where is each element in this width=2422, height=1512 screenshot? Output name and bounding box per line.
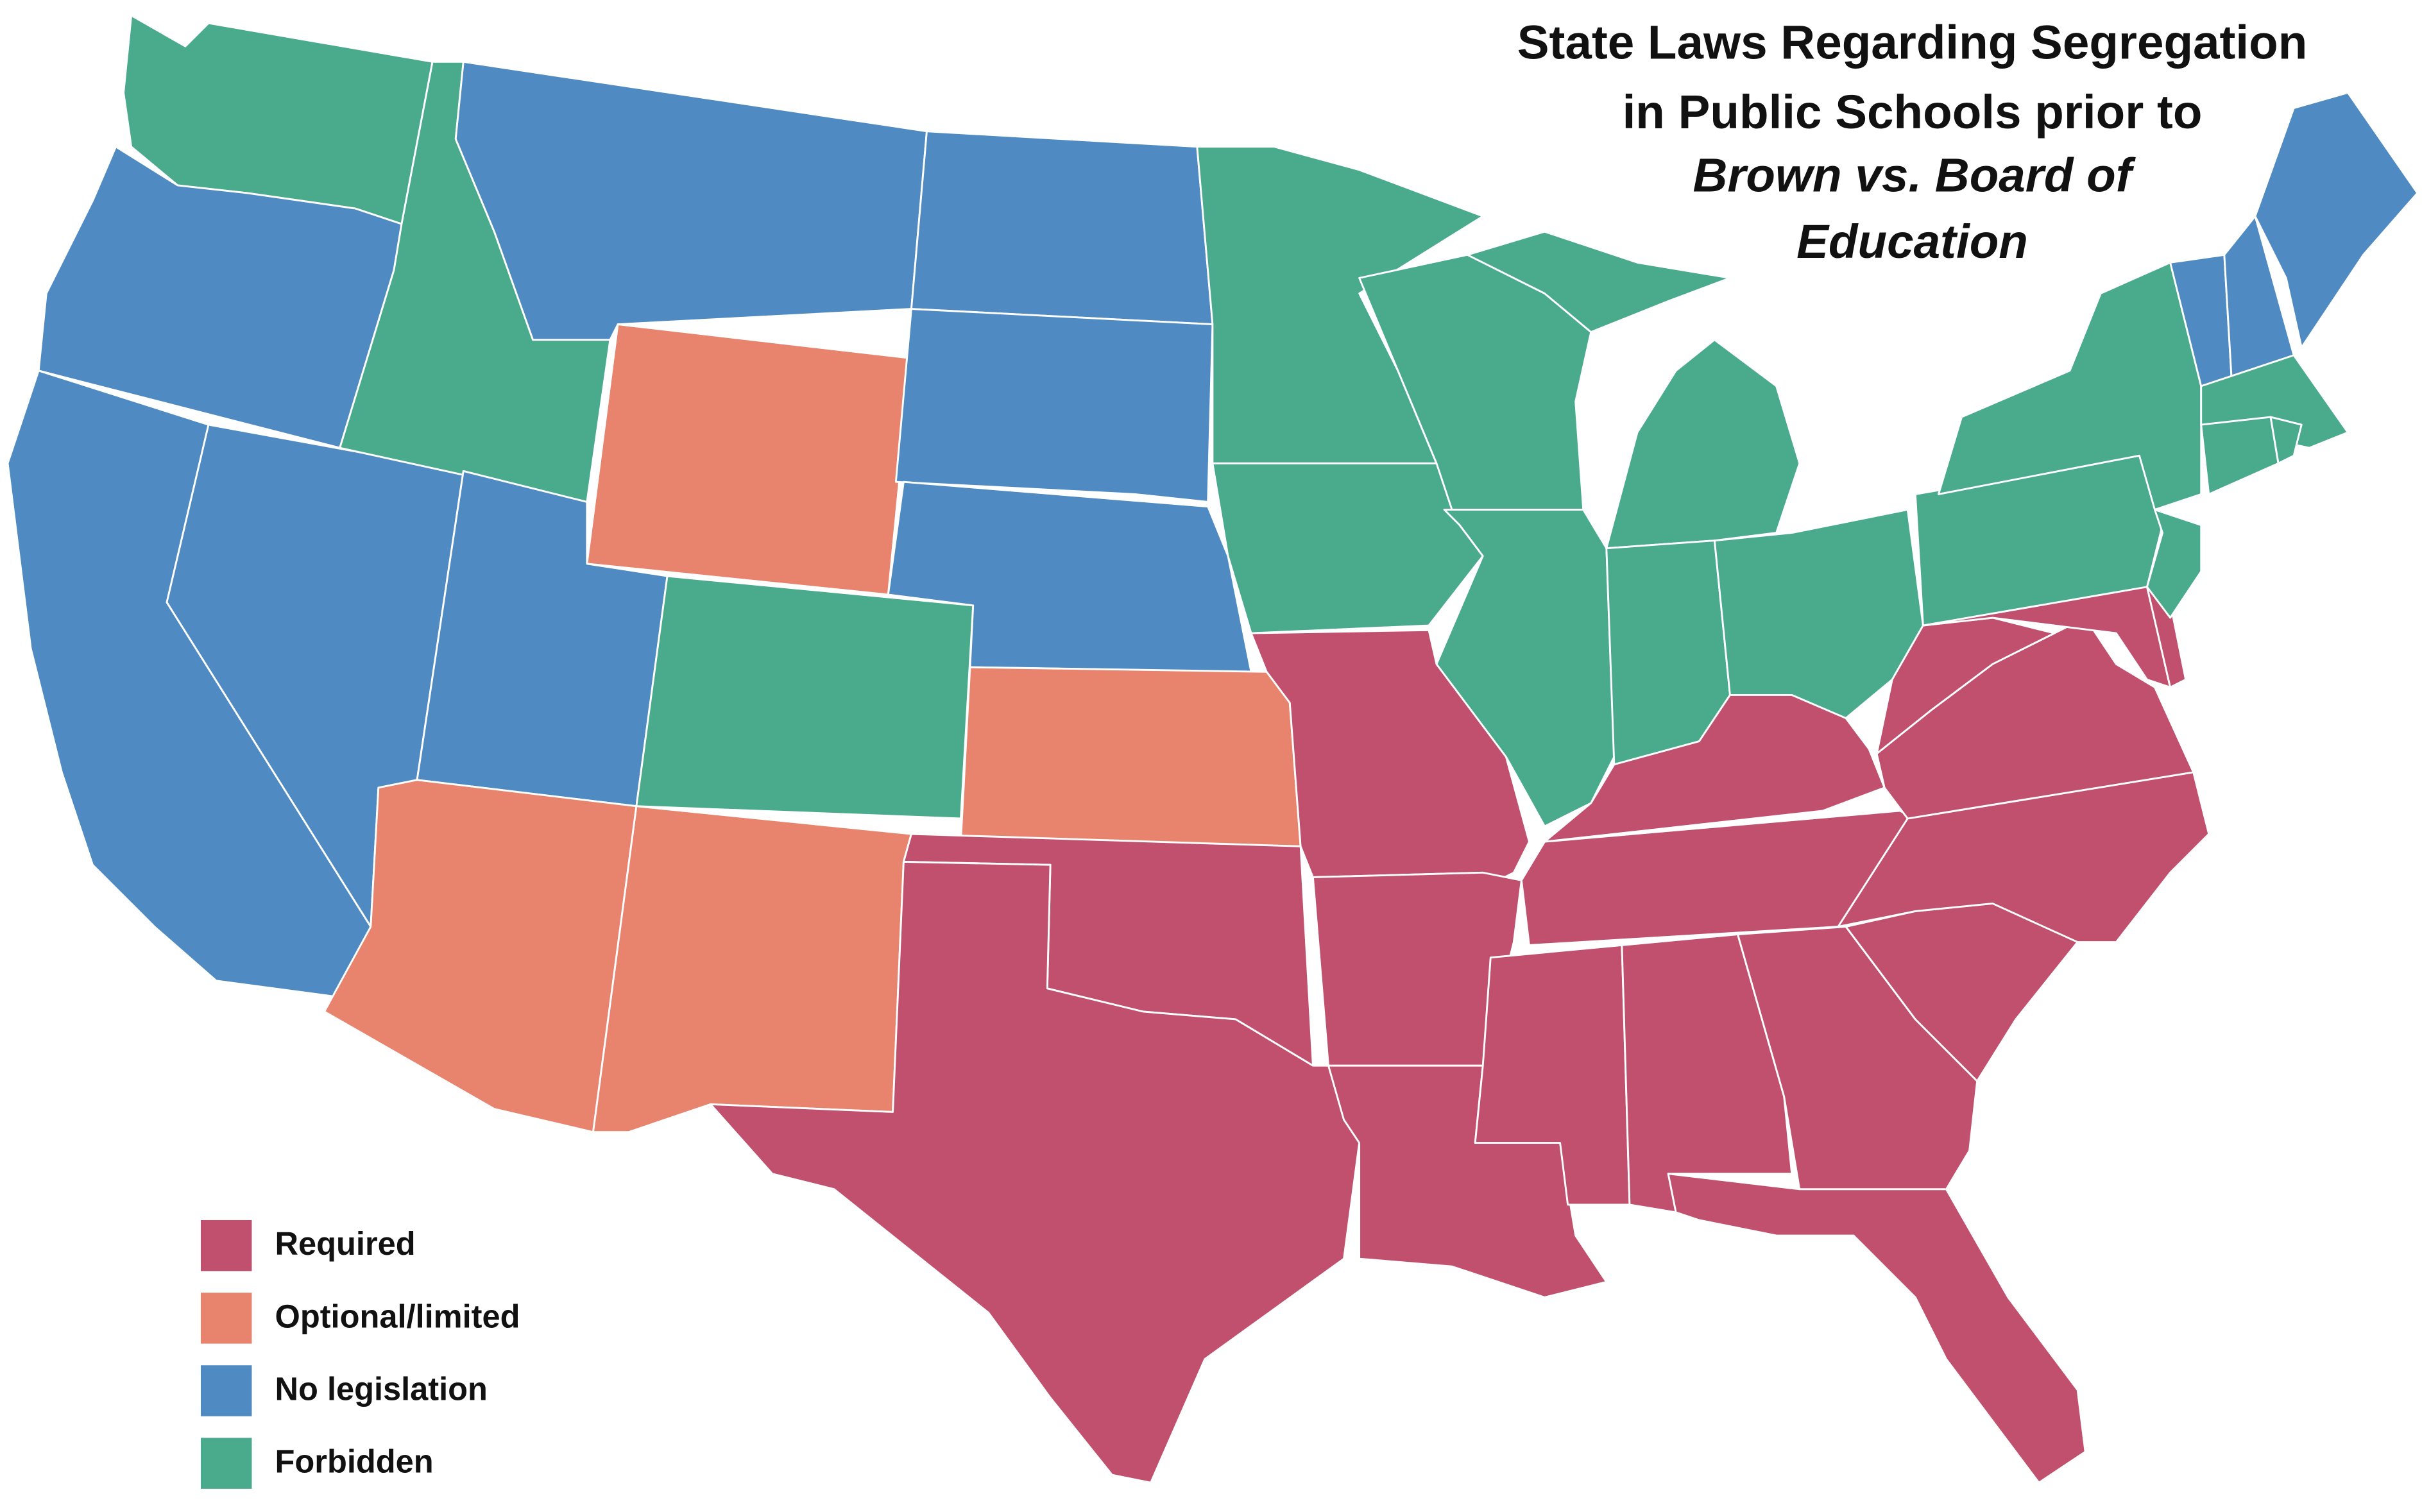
legend-label: Optional/limited — [275, 1298, 520, 1334]
state — [592, 805, 912, 1134]
title: State Laws Regarding Segregation in Publ… — [1517, 15, 2308, 269]
state — [1605, 339, 1801, 550]
legend-swatch — [200, 1293, 252, 1344]
title-line: Brown vs. Board of — [1693, 148, 2136, 202]
state — [635, 575, 975, 820]
state — [454, 60, 928, 341]
state — [1667, 1173, 2086, 1484]
state — [960, 666, 1302, 847]
state — [910, 130, 1214, 326]
state — [894, 308, 1214, 503]
state — [2200, 416, 2280, 495]
state — [2269, 416, 2303, 464]
state — [1211, 462, 1484, 634]
state — [1466, 230, 1731, 334]
title-line: in Public Schools prior to — [1623, 85, 2203, 139]
state — [1435, 509, 1616, 828]
legend-swatch — [200, 1365, 252, 1416]
state — [710, 860, 1361, 1484]
state — [586, 323, 912, 596]
legend-swatch — [200, 1219, 252, 1271]
state — [2146, 509, 2203, 619]
state — [1196, 146, 1484, 464]
legend-label: Forbidden — [275, 1443, 434, 1480]
legend-label: Required — [275, 1225, 416, 1262]
state — [2254, 92, 2419, 349]
legend-label: No legislation — [275, 1371, 488, 1407]
title-line: State Laws Regarding Segregation — [1517, 15, 2308, 69]
title-line: Education — [1796, 214, 2028, 268]
legend: Required Optional/limited No legislation Fo… — [200, 1219, 520, 1489]
states — [6, 14, 2419, 1484]
state — [1544, 693, 1886, 843]
legend-swatch — [200, 1438, 252, 1489]
